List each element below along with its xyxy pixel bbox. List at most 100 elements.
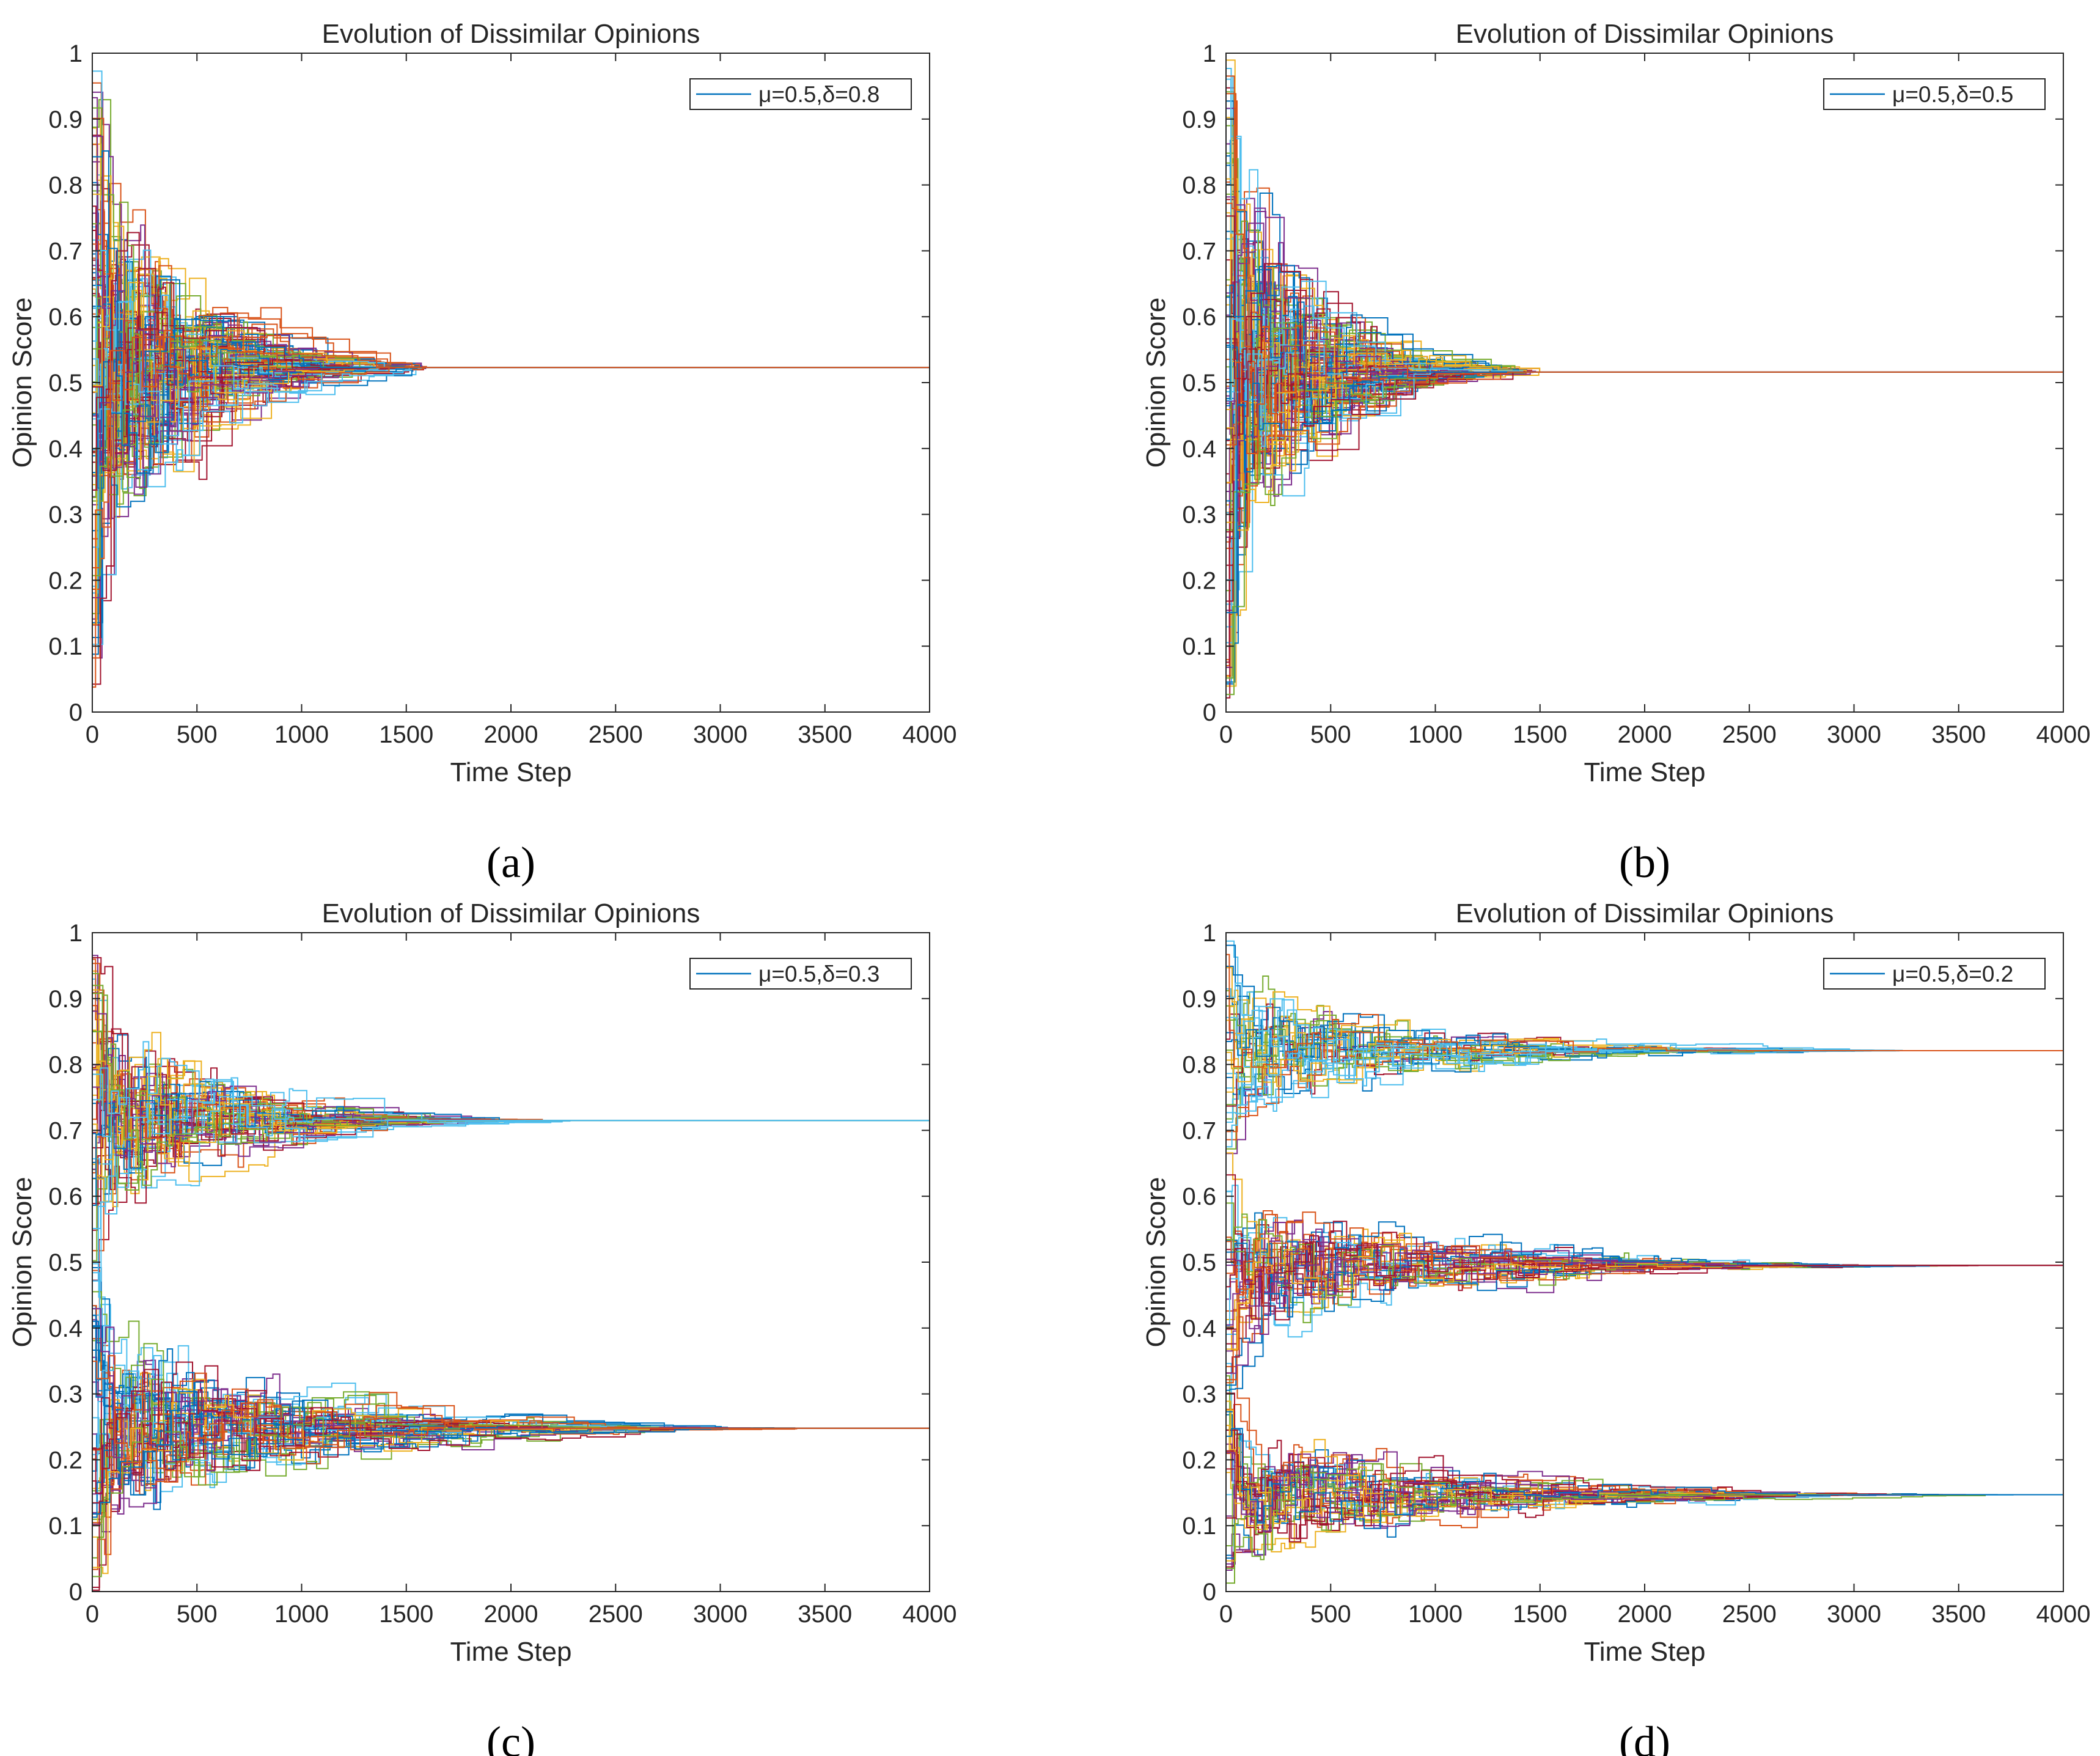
x-tick-label: 1000: [274, 721, 329, 748]
y-tick-label: 0.1: [48, 633, 83, 660]
legend-label: μ=0.5,δ=0.2: [1892, 961, 2013, 986]
series-line-agent-88: [1226, 207, 2063, 375]
series-line-agent-97: [92, 250, 930, 471]
y-tick-label: 0.7: [48, 238, 83, 265]
chart-panel-b: 0 500 1000 1500 2000 2500 3000 3500 4000 0 0.1 0.2 0…: [1141, 19, 2090, 887]
x-tick-label: 2500: [589, 1601, 643, 1628]
x-tick-label: 3000: [693, 721, 747, 748]
y-tick-label: 1: [1203, 920, 1216, 947]
series-line-agent-77: [92, 1050, 930, 1148]
series-line-agent-97: [92, 1067, 930, 1134]
x-tick-label: 3000: [1827, 721, 1881, 748]
x-tick-label: 1000: [1408, 1601, 1463, 1628]
x-tick-label: 2500: [1722, 721, 1777, 748]
y-tick-label: 0: [69, 1579, 83, 1606]
series-line-agent-99: [1226, 371, 2063, 614]
x-axis-label: Time Step: [1584, 757, 1706, 787]
panel-caption: (d): [1619, 1717, 1670, 1756]
series-line-agent-64: [1226, 966, 2063, 1092]
series-line-agent-82: [1226, 1468, 2063, 1570]
series-line-agent-79: [1226, 75, 2063, 455]
y-tick-label: 0.5: [1182, 1249, 1216, 1276]
series-line-agent-82: [1226, 332, 2063, 495]
y-tick-label: 0: [1203, 1579, 1216, 1606]
series-line-agent-99: [1226, 1428, 2063, 1529]
series-line-agent-98: [1226, 1241, 2063, 1288]
series-line-agent-99: [92, 1390, 930, 1515]
y-tick-label: 0.7: [1182, 238, 1216, 265]
y-tick-label: 0.9: [1182, 106, 1216, 133]
y-axis-label: Opinion Score: [7, 1177, 37, 1348]
x-axis-label: Time Step: [1584, 1637, 1706, 1667]
legend-label: μ=0.5,δ=0.8: [758, 82, 879, 107]
x-tick-label: 3500: [1931, 721, 1986, 748]
x-tick-label: 1500: [1513, 721, 1567, 748]
y-tick-label: 0: [69, 699, 83, 726]
legend: μ=0.5,δ=0.8: [689, 78, 912, 110]
plot-area: [92, 53, 930, 712]
y-tick-label: 0.8: [1182, 172, 1216, 199]
panel-caption: (a): [486, 838, 535, 887]
x-tick-label: 3000: [1827, 1601, 1881, 1628]
x-tick-label: 4000: [2036, 1601, 2091, 1628]
legend: μ=0.5,δ=0.5: [1823, 78, 2046, 110]
x-tick-label: 0: [1219, 721, 1233, 748]
series-line-agent-98: [1226, 263, 2063, 602]
y-tick-label: 0.5: [48, 1249, 83, 1276]
series-line-agent-89: [92, 107, 930, 369]
y-tick-label: 0.1: [1182, 633, 1216, 660]
series-line-agent-87: [92, 1032, 930, 1137]
legend: μ=0.5,δ=0.3: [689, 958, 912, 990]
series-line-agent-96: [92, 1378, 930, 1578]
x-tick-label: 2000: [484, 721, 538, 748]
series-line-agent-91: [92, 1381, 930, 1591]
x-tick-label: 500: [1310, 1601, 1351, 1628]
series-line-agent-100: [1226, 953, 2063, 1068]
y-tick-label: 0.2: [48, 567, 83, 594]
y-tick-label: 0: [1203, 699, 1216, 726]
chart-title: Evolution of Dissimilar Opinions: [1456, 898, 1834, 928]
series-line-agent-93: [92, 117, 930, 401]
x-axis-label: Time Step: [450, 757, 572, 787]
x-tick-label: 2500: [1722, 1601, 1777, 1628]
y-tick-label: 0.6: [1182, 1183, 1216, 1210]
y-tick-label: 0.4: [1182, 1315, 1216, 1342]
series-line-agent-80: [92, 330, 930, 476]
x-tick-label: 2000: [1618, 1601, 1672, 1628]
series-line-agent-74: [92, 1054, 930, 1153]
series-line-agent-88: [92, 1010, 930, 1167]
y-tick-label: 0.1: [1182, 1513, 1216, 1540]
series-line-agent-89: [92, 985, 930, 1186]
series-line-agent-97: [1226, 318, 2063, 447]
y-tick-label: 0.5: [1182, 370, 1216, 397]
series-group: [1226, 59, 2063, 699]
series-line-agent-76: [1226, 1036, 2063, 1114]
series-line-agent-95: [1226, 345, 2063, 441]
x-tick-label: 1500: [379, 721, 433, 748]
x-tick-label: 0: [86, 1601, 99, 1628]
y-tick-label: 0.8: [1182, 1052, 1216, 1079]
x-tick-label: 0: [1219, 1601, 1233, 1628]
legend-label: μ=0.5,δ=0.3: [758, 961, 879, 986]
x-tick-label: 3500: [1931, 1601, 1986, 1628]
plot-area: [92, 933, 930, 1592]
series-line-agent-54: [1226, 1463, 2063, 1546]
y-tick-label: 0.6: [48, 304, 83, 331]
series-line-agent-46: [92, 1062, 930, 1147]
y-tick-label: 1: [69, 920, 83, 947]
y-tick-label: 0.8: [48, 1052, 83, 1079]
chart-panel-a: 0 500 1000 1500 2000 2500 3000 3500 4000 0 0.1 0.2 0…: [7, 19, 956, 887]
x-tick-label: 2500: [589, 721, 643, 748]
chart-title: Evolution of Dissimilar Opinions: [322, 19, 700, 49]
y-tick-label: 0.3: [48, 1381, 83, 1408]
series-line-agent-100: [92, 335, 930, 688]
y-tick-label: 0.1: [48, 1513, 83, 1540]
series-line-agent-28: [1226, 1013, 2063, 1095]
x-tick-label: 1000: [274, 1601, 329, 1628]
series-line-agent-81: [92, 97, 930, 432]
y-tick-label: 0.4: [48, 1315, 83, 1342]
x-tick-label: 1500: [1513, 1601, 1567, 1628]
x-tick-label: 1500: [379, 1601, 433, 1628]
x-tick-label: 2000: [484, 1601, 538, 1628]
